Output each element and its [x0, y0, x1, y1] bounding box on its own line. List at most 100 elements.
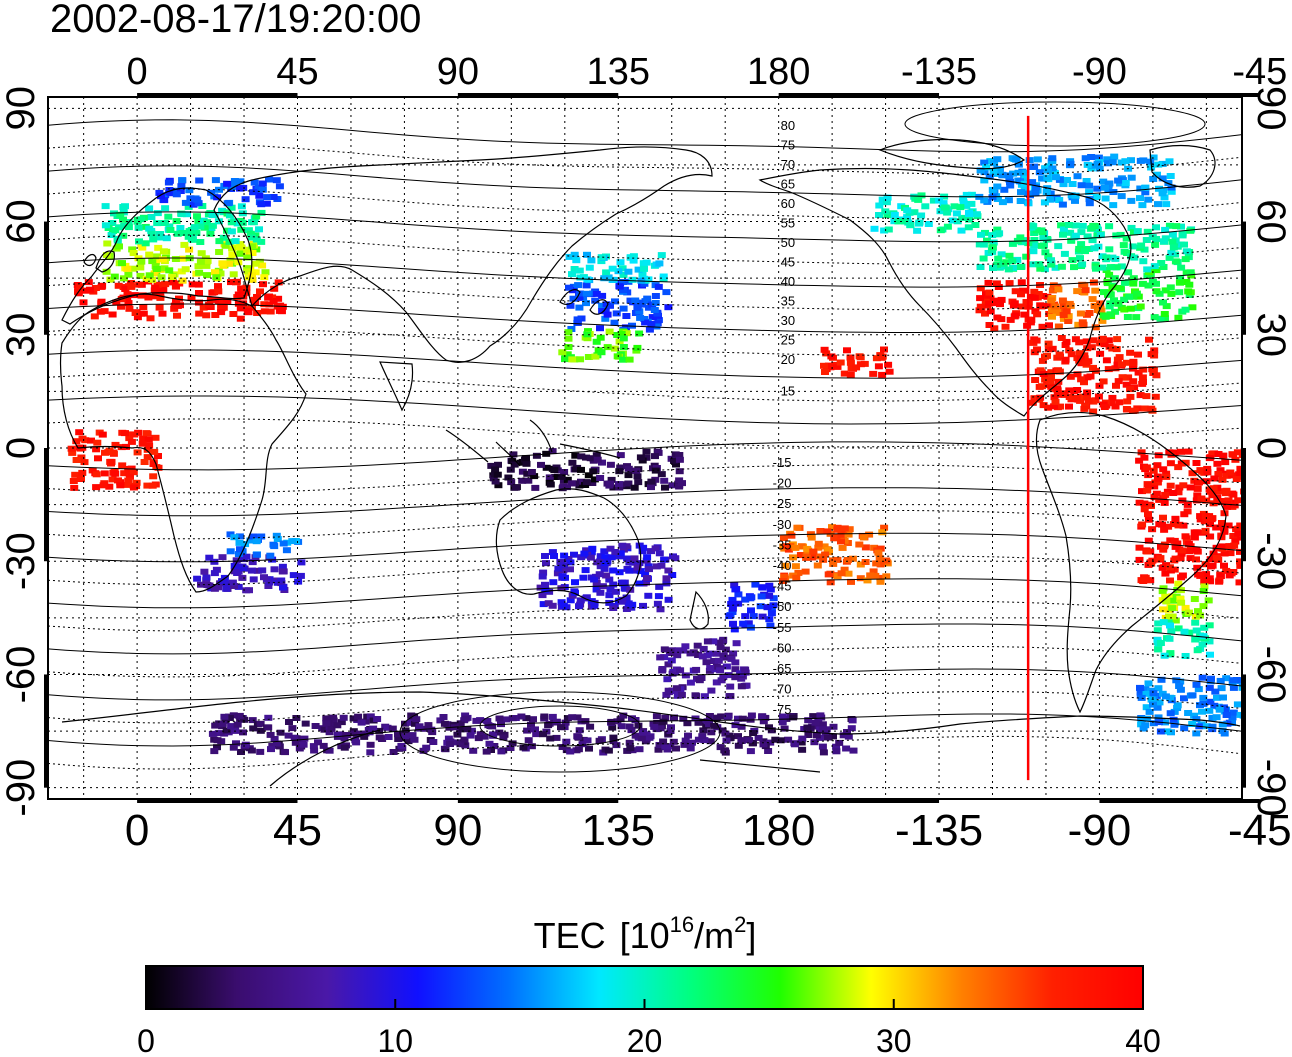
tec-pixel	[1053, 385, 1062, 392]
mag-lat-label: 60	[781, 196, 795, 211]
tec-pixel	[1171, 516, 1180, 523]
tec-pixel	[480, 733, 489, 740]
tec-pixel	[623, 289, 632, 296]
tec-pixel	[291, 739, 300, 746]
tec-pixel	[1114, 378, 1123, 385]
tec-pixel	[1032, 184, 1040, 191]
tec-pixel	[590, 576, 599, 583]
tec-pixel	[883, 194, 892, 201]
tec-pixel	[1159, 238, 1168, 245]
tec-pixel	[436, 717, 445, 724]
tec-pixel	[322, 720, 331, 727]
tec-pixel	[1047, 369, 1056, 376]
tec-pixel	[698, 653, 707, 660]
tec-pixel	[1234, 497, 1242, 504]
tec-pixel	[1098, 335, 1107, 342]
tec-pixel	[1208, 492, 1217, 499]
tec-pixel	[153, 210, 162, 217]
tec-pixel	[408, 732, 417, 739]
tec-pixel	[108, 476, 117, 483]
colorbar-title: TEC [1016/m2]	[534, 912, 757, 956]
tec-pixel	[230, 178, 239, 184]
tec-pixel	[747, 594, 756, 601]
tec-pixel	[252, 538, 261, 545]
tec-pixel	[659, 273, 668, 280]
tec-pixel	[148, 276, 157, 283]
tec-pixel	[1277, 495, 1285, 501]
tec-pixel	[1144, 282, 1153, 289]
tec-pixel	[959, 199, 968, 206]
tec-pixel	[566, 559, 575, 566]
tec-pixel	[1206, 578, 1215, 585]
tec-pixel	[838, 544, 847, 551]
tec-pixel	[865, 531, 874, 538]
tec-pixel	[1021, 237, 1030, 244]
tec-pixel	[1163, 728, 1172, 735]
tec-pixel	[1215, 578, 1224, 585]
tec-pixel	[849, 747, 858, 754]
tec-pixel	[1151, 479, 1160, 486]
tec-pixel	[116, 482, 125, 489]
tec-pixel	[654, 449, 663, 456]
tec-pixel	[976, 264, 985, 270]
tec-pixel	[811, 719, 820, 726]
tec-pixel	[233, 721, 242, 728]
tec-pixel	[482, 748, 491, 755]
tec-pixel	[282, 547, 291, 554]
tec-pixel	[1178, 572, 1187, 579]
tec-pixel	[1113, 361, 1122, 368]
tec-pixel	[929, 197, 938, 204]
tec-pixel	[585, 264, 594, 271]
tec-pixel	[1030, 294, 1039, 301]
tec-pixel	[1216, 677, 1225, 684]
tec-pixel	[266, 731, 275, 738]
tec-pixel	[1042, 188, 1051, 195]
tec-pixel	[1008, 240, 1017, 247]
tec-pixel	[1220, 528, 1229, 535]
tec-pixel	[1008, 258, 1017, 265]
tec-pixel	[591, 353, 600, 360]
tec-pixel	[1043, 236, 1052, 243]
tec-pixel	[1234, 530, 1242, 537]
tec-pixel	[228, 245, 237, 252]
tec-pixel	[236, 546, 244, 553]
tec-pixel	[882, 573, 891, 580]
tec-pixel	[874, 363, 883, 370]
tec-pixel	[1126, 386, 1135, 393]
tec-pixel	[1055, 197, 1064, 203]
tec-pixel	[237, 249, 246, 255]
tec-pixel	[1221, 459, 1230, 466]
tec-pixel	[232, 740, 240, 747]
tec-pixel	[1054, 378, 1063, 385]
tec-pixel	[769, 602, 778, 609]
tec-pixel	[1158, 190, 1167, 197]
tec-pixel	[1286, 484, 1292, 490]
tec-pixel	[936, 227, 945, 234]
tec-pixel	[232, 557, 241, 564]
tec-pixel	[601, 554, 610, 561]
tec-pixel	[1104, 366, 1113, 373]
tec-pixel	[592, 290, 601, 297]
tec-pixel	[220, 713, 229, 720]
tec-pixel	[802, 552, 811, 558]
tec-pixel	[705, 721, 713, 728]
tec-pixel	[1288, 501, 1292, 507]
tec-pixel	[643, 575, 651, 581]
tec-pixel	[564, 335, 573, 342]
tec-pixel	[737, 737, 746, 744]
tec-pixel	[1249, 479, 1257, 485]
tec-pixel	[626, 297, 635, 304]
tec-pixel	[686, 745, 695, 752]
tec-pixel	[1212, 714, 1221, 721]
tec-pixel	[869, 370, 878, 377]
tec-pixel	[994, 284, 1003, 290]
tec-pixel	[1083, 394, 1091, 401]
tec-pixel	[92, 484, 101, 491]
tec-pixel	[211, 722, 220, 729]
tec-pixel	[804, 717, 813, 724]
tec-pixel	[537, 461, 545, 468]
tec-pixel	[1138, 280, 1147, 287]
tec-pixel	[1105, 180, 1114, 187]
tec-pixel	[460, 736, 469, 743]
